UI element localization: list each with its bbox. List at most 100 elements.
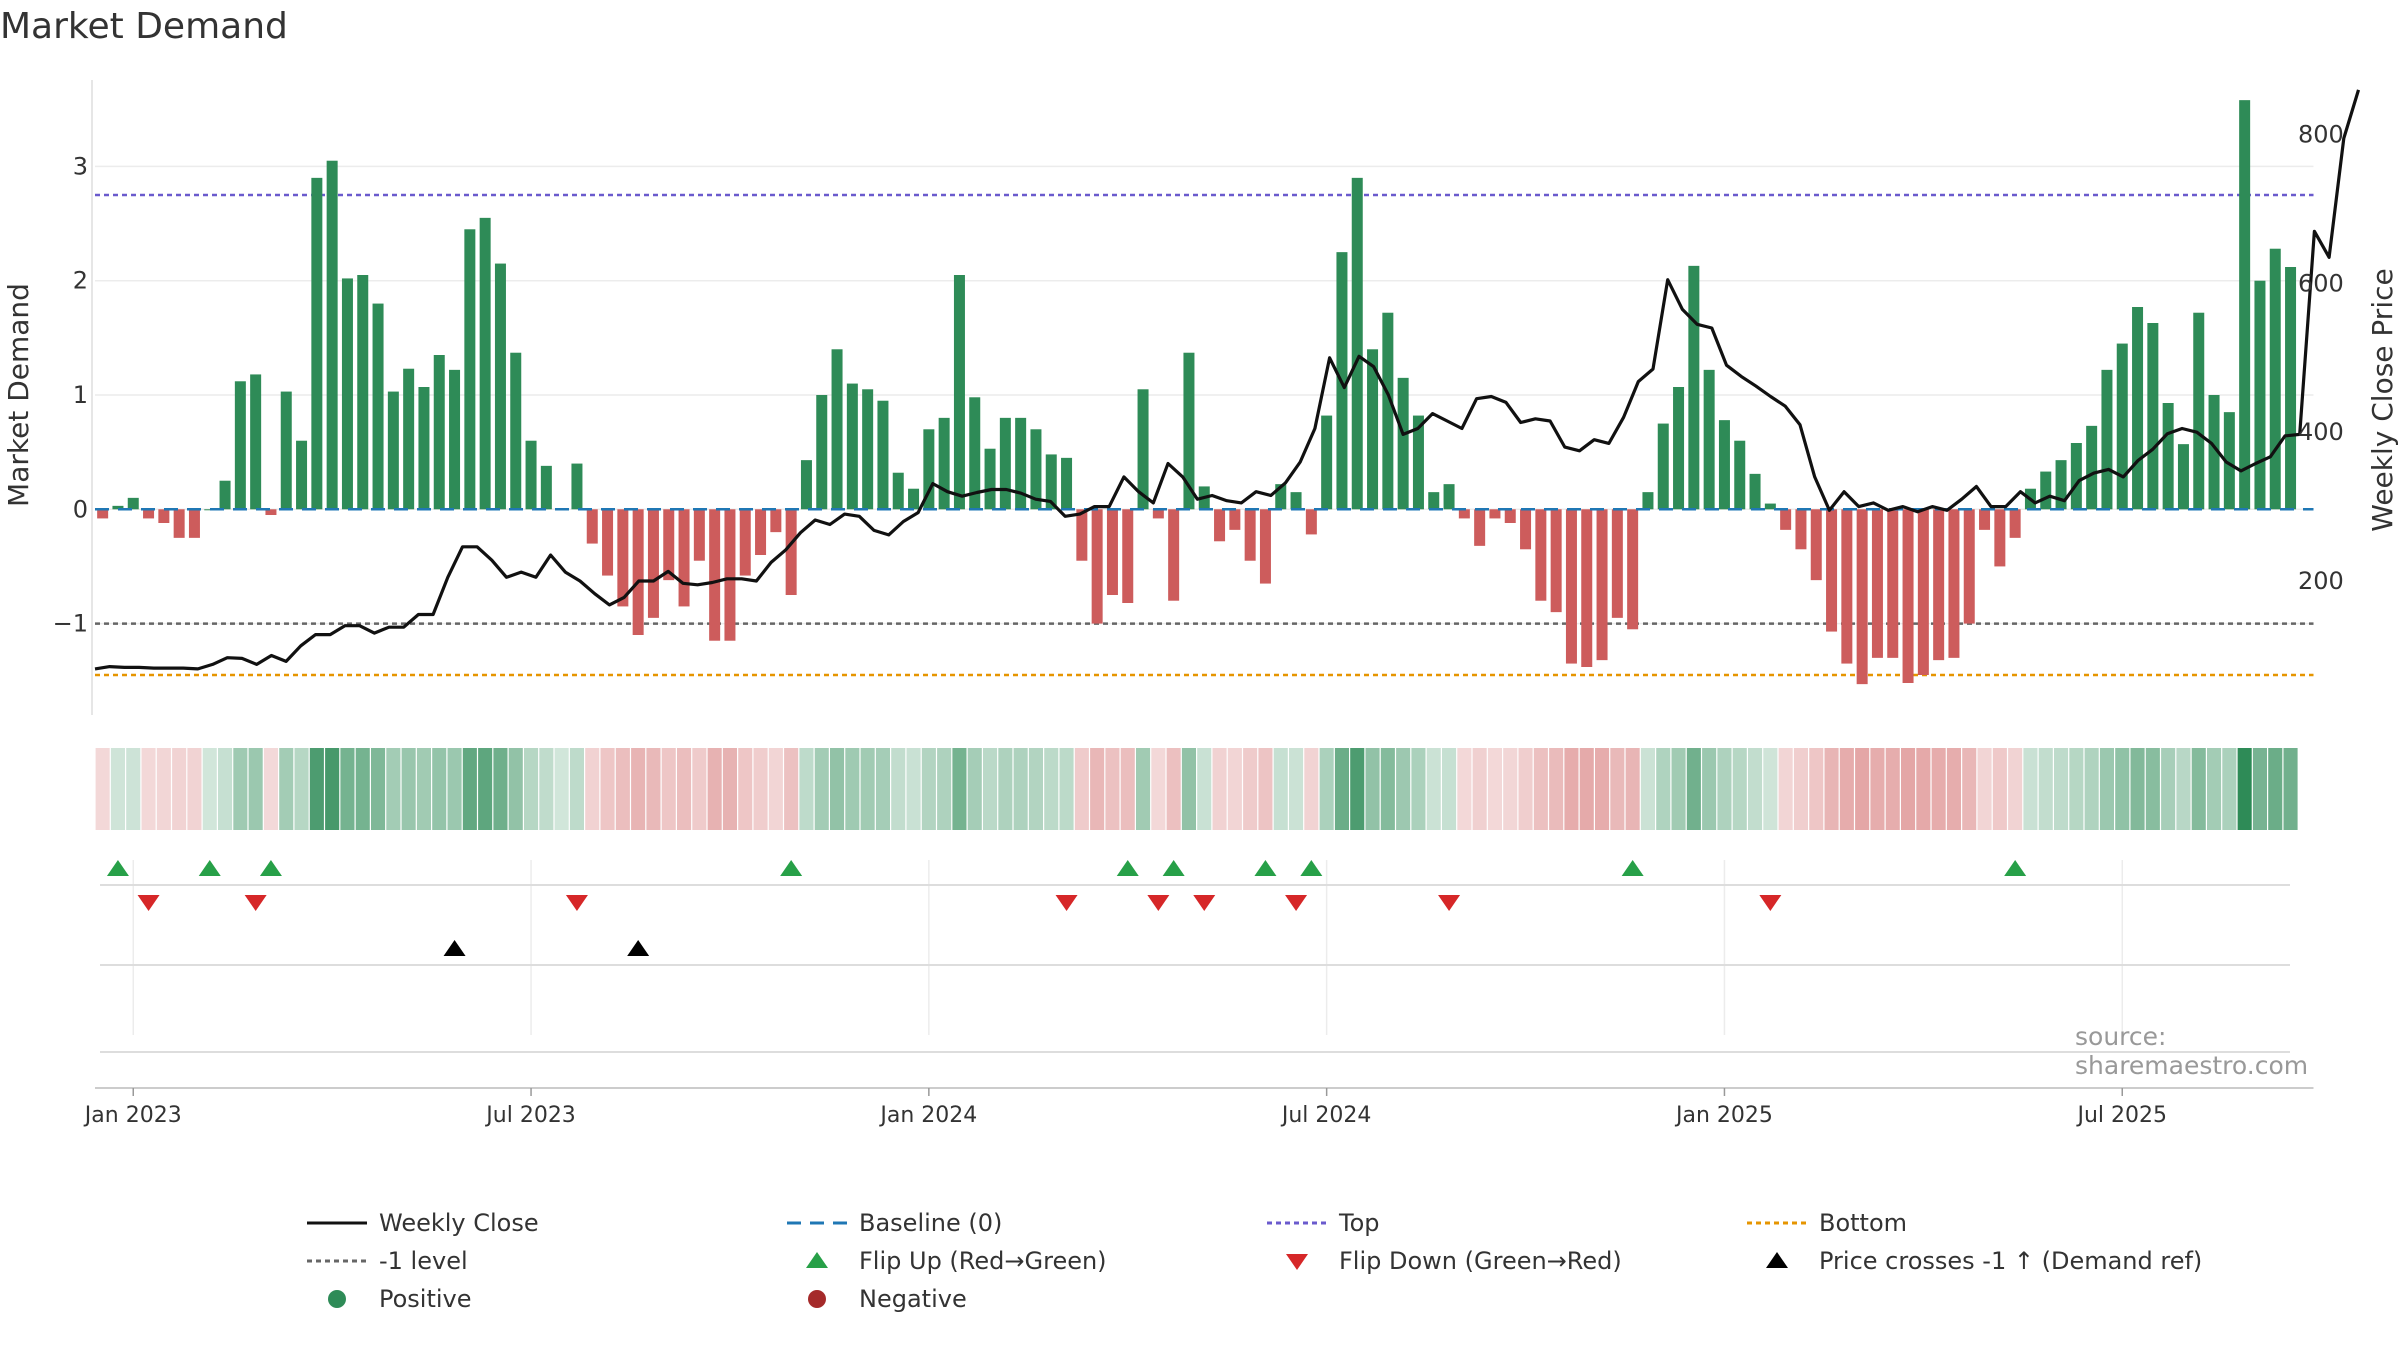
demand-bar	[525, 440, 537, 510]
heat-cell	[1380, 748, 1395, 830]
demand-bar	[1214, 509, 1226, 542]
demand-bar	[1703, 369, 1715, 510]
heat-cell	[1992, 748, 2007, 830]
demand-bar	[540, 465, 552, 510]
heat-cell	[998, 748, 1013, 830]
y-tick-label: 3	[73, 152, 88, 180]
flip-up-marker	[259, 860, 282, 876]
heat-cell	[2054, 748, 2069, 830]
heat-cell	[1197, 748, 1212, 830]
heat-cell	[1136, 748, 1151, 830]
flip-up-marker	[2004, 860, 2027, 876]
demand-bar	[234, 381, 246, 510]
demand-bar	[112, 505, 124, 510]
heat-cell	[692, 748, 707, 830]
flip-down-marker	[565, 895, 588, 911]
flip-down-marker	[137, 895, 160, 911]
heat-cell	[1977, 748, 1992, 830]
heat-cell	[1564, 748, 1579, 830]
heat-cell	[187, 748, 202, 830]
demand-bar	[1826, 509, 1838, 632]
heat-cell	[1870, 748, 1885, 830]
heat-cell	[309, 748, 324, 830]
heat-cell	[478, 748, 493, 830]
heat-cell	[1105, 748, 1120, 830]
demand-bar	[1137, 389, 1149, 510]
y2-tick-label: 800	[2298, 121, 2344, 149]
demand-bar	[479, 217, 491, 510]
heat-cell	[1855, 748, 1870, 830]
demand-bar	[663, 509, 675, 581]
demand-bar	[2269, 248, 2281, 510]
demand-bar	[1535, 509, 1547, 601]
demand-bar	[1902, 509, 1914, 683]
demand-bar	[1305, 509, 1317, 535]
heat-cell	[1090, 748, 1105, 830]
heat-cell	[1503, 748, 1518, 830]
heat-cell	[1625, 748, 1640, 830]
demand-bar	[1611, 509, 1623, 618]
demand-bar	[418, 387, 430, 510]
flip-down-marker	[244, 895, 267, 911]
demand-bar	[800, 460, 812, 510]
demand-bar	[1290, 492, 1302, 510]
legend-item-flip-down: Flip Down (Green→Red)	[1265, 1246, 1622, 1276]
demand-bar	[938, 417, 950, 510]
heat-cell	[1028, 748, 1043, 830]
heat-cell	[248, 748, 263, 830]
heat-cell	[2038, 748, 2053, 830]
demand-bar	[1856, 509, 1868, 685]
heat-cell	[95, 748, 110, 830]
y-axis-title: Market Demand	[2, 283, 35, 507]
demand-bar	[1871, 509, 1883, 658]
heat-cell	[2130, 748, 2145, 830]
demand-bar	[923, 429, 935, 510]
x-tick-label: Jan 2023	[83, 1103, 182, 1128]
heat-cell	[891, 748, 906, 830]
heat-cell	[1227, 748, 1242, 830]
heat-cell	[325, 748, 340, 830]
heat-cell	[2161, 748, 2176, 830]
y-tick-label: 2	[73, 267, 88, 295]
demand-bar	[2132, 307, 2144, 510]
demand-bar	[1397, 377, 1409, 510]
heat-cell	[1457, 748, 1472, 830]
demand-bar	[1657, 423, 1669, 510]
demand-bar	[1734, 440, 1746, 510]
legend-label: -1 level	[379, 1247, 468, 1275]
demand-bar	[892, 472, 904, 510]
heat-cell	[1839, 748, 1854, 830]
heat-cell	[1396, 748, 1411, 830]
demand-bar	[219, 480, 231, 510]
flip-up-marker	[1116, 860, 1139, 876]
demand-bar	[1565, 509, 1577, 664]
heat-cell	[1518, 748, 1533, 830]
heat-cell	[371, 748, 386, 830]
flip-up-marker	[198, 860, 221, 876]
heat-cell	[661, 748, 676, 830]
legend-item-minus-one: -1 level	[305, 1246, 468, 1276]
demand-bar	[265, 509, 277, 515]
heat-cell	[1595, 748, 1610, 830]
heat-cell	[860, 748, 875, 830]
legend-label: Flip Down (Green→Red)	[1339, 1247, 1622, 1275]
flip-down-marker	[1147, 895, 1170, 911]
price-cross-marker	[627, 940, 650, 956]
demand-bar	[280, 391, 292, 510]
demand-bar	[357, 275, 369, 510]
heat-cell	[1686, 748, 1701, 830]
heat-cell	[1702, 748, 1717, 830]
demand-bar	[1520, 509, 1532, 550]
heat-cell	[768, 748, 783, 830]
demand-bar	[341, 278, 353, 510]
demand-bar	[2223, 412, 2235, 510]
heat-cell	[386, 748, 401, 830]
demand-bar	[1458, 509, 1470, 519]
legend-label: Bottom	[1819, 1209, 1908, 1237]
y-tick-label: 1	[73, 381, 88, 409]
triangle-down-icon	[1265, 1246, 1329, 1276]
heat-cell	[493, 748, 508, 830]
demand-bar	[2193, 312, 2205, 510]
demand-bar	[1091, 509, 1103, 624]
legend-label: Top	[1339, 1209, 1380, 1237]
